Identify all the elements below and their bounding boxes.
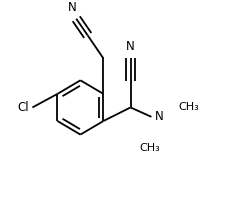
Text: CH₃: CH₃ xyxy=(178,102,199,112)
Text: N: N xyxy=(68,0,76,13)
Text: CH₃: CH₃ xyxy=(139,143,160,153)
Text: N: N xyxy=(126,40,135,53)
Text: Cl: Cl xyxy=(18,101,29,114)
Text: N: N xyxy=(155,110,164,123)
